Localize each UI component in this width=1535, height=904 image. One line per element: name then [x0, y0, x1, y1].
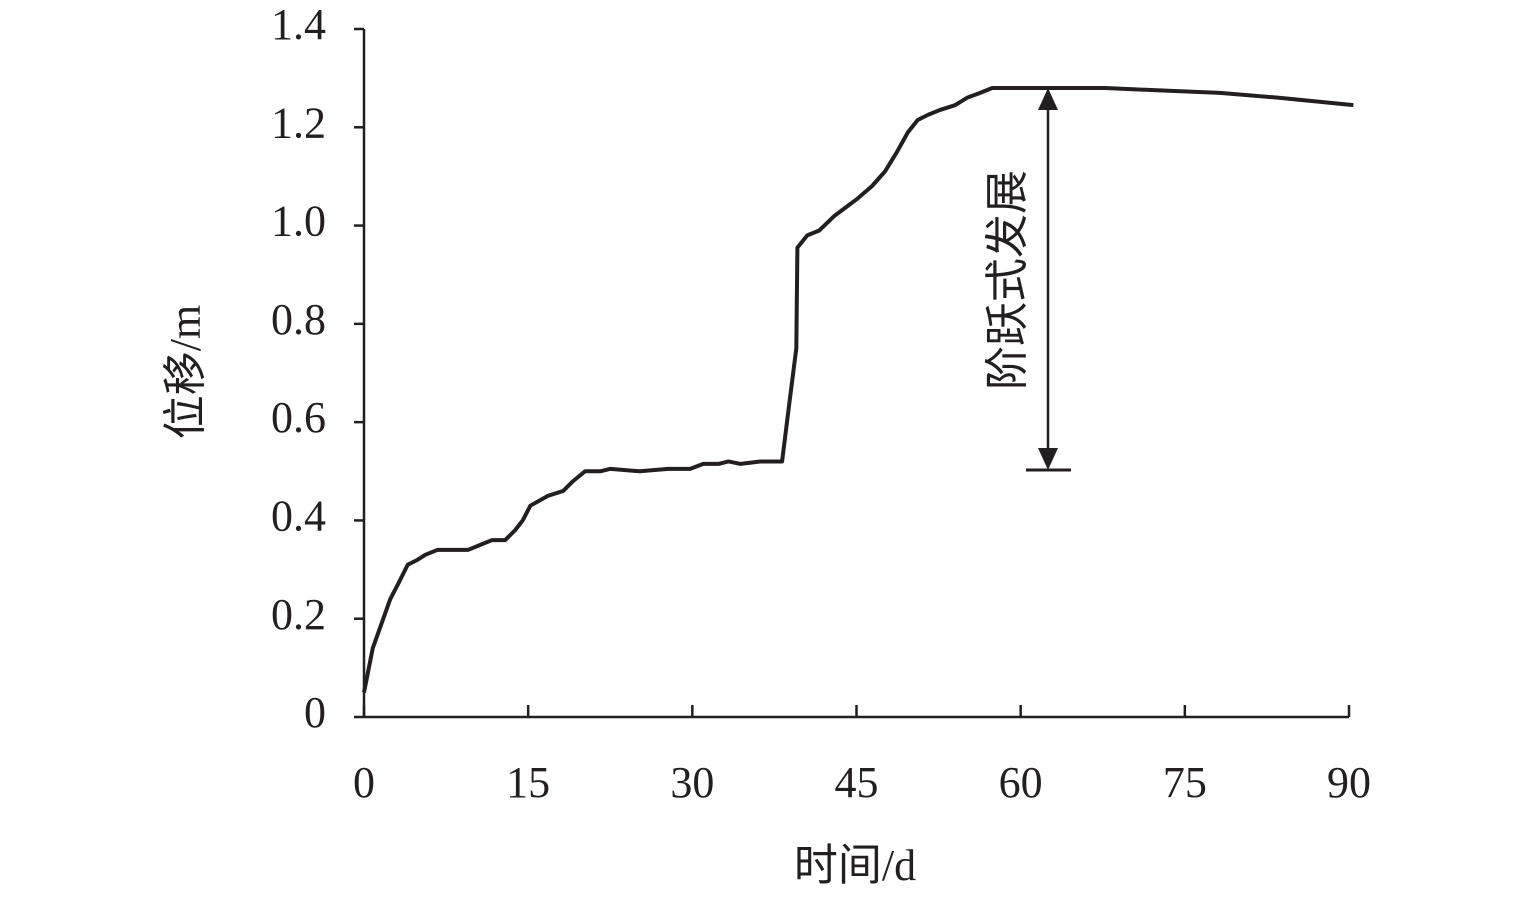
arrow-head — [1038, 448, 1058, 470]
x-tick-label: 30 — [670, 758, 714, 807]
x-tick-label: 15 — [506, 758, 550, 807]
annotation-arrow — [1026, 88, 1071, 472]
x-tick-label: 90 — [1327, 758, 1371, 807]
y-tick-label: 1.0 — [271, 197, 326, 246]
x-tick-label: 0 — [353, 758, 375, 807]
y-tick-label: 0 — [304, 688, 326, 737]
arrow-head — [1038, 88, 1058, 110]
data-line — [362, 85, 1354, 693]
y-tick-label: 1.2 — [271, 98, 326, 147]
y-axis-label: 位移/m — [161, 305, 210, 439]
y-tick-label: 0.8 — [271, 295, 326, 344]
y-tick-label: 0.6 — [271, 393, 326, 442]
x-axis-label: 时间/d — [794, 841, 916, 890]
y-tick-label: 1.4 — [271, 0, 326, 49]
x-tick-label: 45 — [835, 758, 879, 807]
x-tick-label: 60 — [999, 758, 1043, 807]
annotation: 阶跃式发展 — [983, 170, 1032, 390]
x-tick-label: 75 — [1163, 758, 1207, 807]
y-tick-label: 0.4 — [271, 492, 326, 541]
y-tick-label: 0.2 — [271, 590, 326, 639]
